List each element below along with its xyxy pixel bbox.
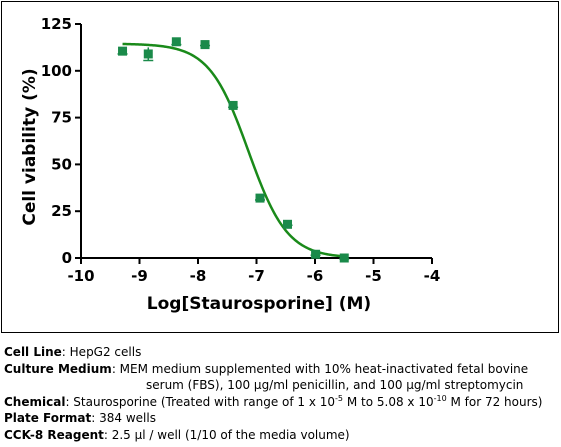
culture-medium-row: Culture Medium: MEM medium supplemented … — [4, 361, 529, 376]
data-point — [118, 46, 128, 56]
y-tick-label: 125 — [41, 15, 72, 33]
data-point — [228, 100, 238, 110]
cell-line-label: Cell Line — [4, 345, 62, 359]
chemical-row: Chemical: Staurosporine (Treated with ra… — [4, 393, 543, 409]
chemical-value-c: M for 72 hours) — [446, 394, 543, 409]
y-tick-label: 100 — [41, 62, 72, 80]
chemical-value-b: M to 5.08 x 10 — [343, 394, 434, 409]
fit-curve — [122, 42, 345, 258]
x-tick-label: -4 — [424, 267, 441, 285]
chemical-value-a: Staurosporine (Treated with range of 1 x… — [73, 394, 336, 409]
chemical-label: Chemical — [4, 394, 66, 409]
plate-format-label: Plate Format — [4, 411, 92, 425]
chart-frame: 0 25 50 75 100 125 -10 -9 -8 -7 -6 -5 -4 Log[Stauros… — [1, 1, 559, 333]
data-point — [171, 37, 181, 47]
chemical-exponent-1: -5 — [335, 393, 344, 403]
culture-medium-value-line1: MEM medium supplemented with 10% heat-in… — [119, 361, 529, 376]
plate-format-value: 384 wells — [99, 411, 156, 425]
y-axis-title: Cell viability (%) — [20, 68, 40, 225]
reagent-value: 2.5 µl / well (1/10 of the media volume) — [111, 427, 350, 442]
data-point — [200, 40, 210, 50]
y-tick-label: 0 — [62, 249, 72, 267]
experiment-details: Cell Line: HepG2 cells Culture Medium: M… — [4, 344, 559, 443]
x-tick-label: -10 — [67, 267, 94, 285]
plate-format-row: Plate Format: 384 wells — [4, 411, 156, 425]
data-point — [143, 49, 153, 59]
data-point — [339, 253, 349, 263]
data-point — [311, 249, 321, 259]
y-tick-label: 75 — [51, 109, 72, 127]
x-tick-label: -8 — [190, 267, 207, 285]
x-tick-label: -7 — [248, 267, 265, 285]
x-axis-title: Log[Staurosporine] (M) — [147, 294, 371, 314]
x-tick-label: -5 — [365, 267, 382, 285]
x-tick-label: -9 — [131, 267, 148, 285]
y-tick-label: 25 — [51, 202, 72, 220]
data-point — [283, 219, 293, 229]
y-tick-label: 50 — [51, 155, 72, 173]
data-point — [255, 193, 265, 203]
culture-medium-row-continued: serum (FBS), 100 µg/ml penicillin, and 1… — [4, 377, 559, 394]
culture-medium-value-line2: serum (FBS), 100 µg/ml penicillin, and 1… — [146, 378, 524, 392]
reagent-row: CCK-8 Reagent: 2.5 µl / well (1/10 of th… — [4, 427, 350, 442]
cell-line-row: Cell Line: HepG2 cells — [4, 345, 142, 359]
cell-line-value: HepG2 cells — [69, 345, 142, 359]
culture-medium-label: Culture Medium — [4, 361, 112, 376]
x-tick-label: -6 — [307, 267, 324, 285]
chemical-exponent-2: -10 — [433, 393, 447, 403]
dose-response-chart: 0 25 50 75 100 125 -10 -9 -8 -7 -6 -5 -4 Log[Stauros… — [20, 15, 441, 314]
reagent-label: CCK-8 Reagent — [4, 427, 104, 442]
